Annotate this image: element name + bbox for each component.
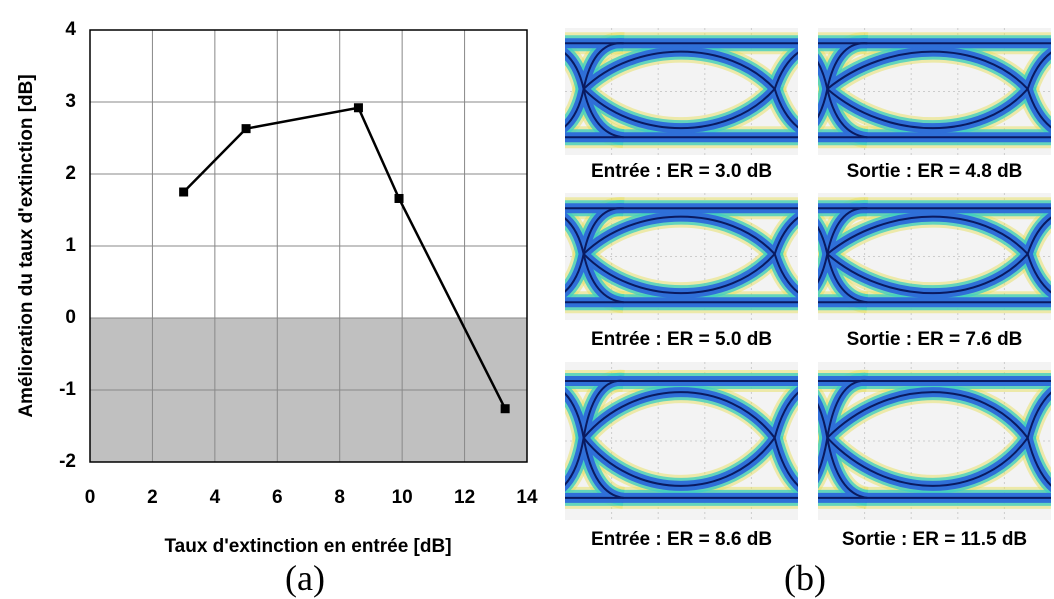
- eye-trace: [818, 207, 868, 284]
- x-tick-label: 0: [85, 487, 96, 508]
- x-tick-label: 4: [210, 487, 221, 508]
- eye-caption: Sortie : ER = 7.6 dB: [847, 329, 1023, 350]
- eye-trace: [773, 391, 798, 439]
- eye-trace: [565, 42, 624, 128]
- eye-trace: [826, 391, 1029, 439]
- eye-diagram: [818, 28, 1051, 155]
- eye-caption: Sortie : ER = 11.5 dB: [842, 529, 1027, 550]
- y-tick-label: -1: [59, 379, 76, 400]
- data-point: [500, 404, 510, 414]
- eye-caption: Entrée : ER = 5.0 dB: [591, 329, 772, 350]
- eye-trace: [582, 215, 776, 255]
- eye-caption: Entrée : ER = 3.0 dB: [591, 161, 772, 182]
- y-axis-title: Amélioration du taux d'extinction [dB]: [16, 74, 37, 417]
- eye-trace: [582, 253, 776, 295]
- eye-trace: [1026, 391, 1051, 439]
- eye-caption: Sortie : ER = 4.8 dB: [847, 161, 1023, 182]
- y-tick-label: 2: [65, 163, 76, 184]
- x-axis-title: Taux d'extinction en entrée [dB]: [164, 536, 451, 557]
- x-tick-label: 8: [334, 487, 345, 508]
- eye-trace: [1026, 88, 1051, 129]
- eye-trace: [773, 216, 798, 255]
- eye-trace: [582, 391, 776, 439]
- data-point: [179, 187, 189, 197]
- eye-diagram: [565, 28, 798, 155]
- eye-diagram: [818, 193, 1051, 320]
- eye-trace: [1026, 253, 1051, 294]
- eye-trace: [818, 379, 868, 475]
- y-tick-label: -2: [59, 451, 76, 472]
- x-tick-label: 6: [272, 487, 283, 508]
- eye-trace: [773, 437, 798, 487]
- eye-trace: [826, 253, 1029, 295]
- eye-diagrams: Entrée : ER = 3.0 dB Sortie : ER = 4.8 dB…: [565, 28, 1051, 550]
- eye-diagram: [565, 362, 798, 520]
- eye-trace: [826, 50, 1029, 90]
- y-tick-label: 1: [65, 235, 76, 256]
- eye-trace: [1026, 437, 1051, 487]
- plot-border: [89, 29, 528, 463]
- eye-trace: [1026, 51, 1051, 90]
- eye-trace: [773, 88, 798, 129]
- y-tick-label: 3: [65, 91, 76, 112]
- data-point: [241, 124, 251, 134]
- eye-trace: [582, 50, 776, 90]
- eye-trace: [826, 88, 1029, 130]
- eye-trace: [565, 379, 624, 486]
- eye-diagram: [818, 362, 1051, 520]
- data-point: [353, 103, 363, 113]
- eye-trace: [773, 51, 798, 90]
- panel-label: (b): [784, 558, 826, 598]
- y-tick-label: 0: [65, 307, 76, 328]
- data-point: [394, 193, 404, 203]
- eye-trace: [826, 215, 1029, 255]
- eye-trace: [773, 253, 798, 294]
- eye-trace: [818, 42, 868, 119]
- panel-label: (a): [285, 558, 325, 598]
- eye-trace: [826, 437, 1029, 487]
- y-tick-label: 4: [65, 19, 76, 40]
- x-tick-label: 14: [516, 487, 538, 508]
- eye-trace: [565, 207, 624, 293]
- eye-diagram: [565, 193, 798, 320]
- eye-trace: [1026, 216, 1051, 255]
- x-tick-label: 12: [454, 487, 475, 508]
- eye-caption: Entrée : ER = 8.6 dB: [591, 529, 772, 550]
- eye-trace: [582, 437, 776, 487]
- x-tick-label: 2: [147, 487, 158, 508]
- eye-trace: [582, 88, 776, 130]
- x-tick-label: 10: [392, 487, 413, 508]
